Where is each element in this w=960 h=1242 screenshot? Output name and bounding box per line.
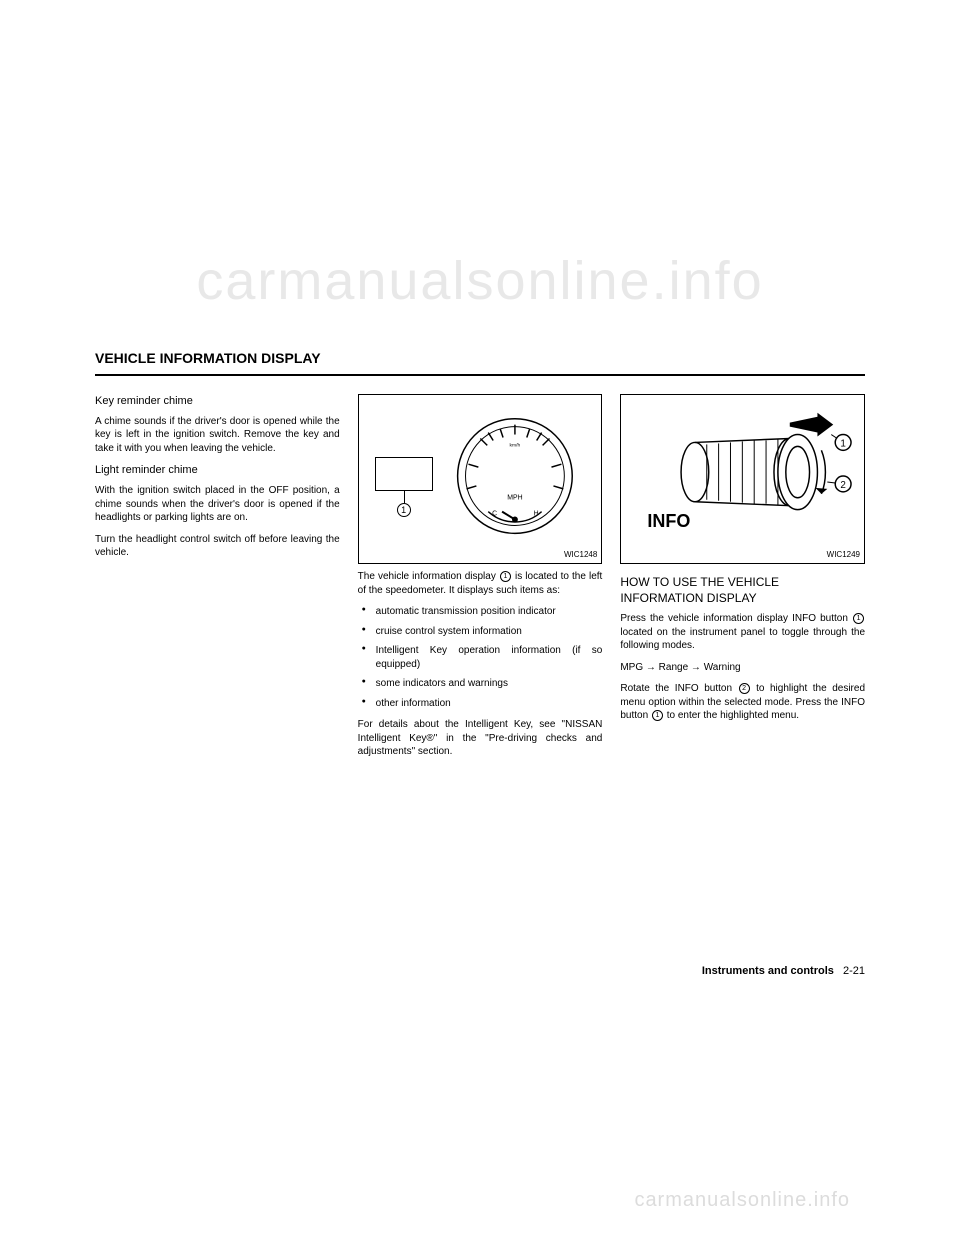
figure-caption-2: WIC1249 — [827, 550, 860, 561]
watermark-top: carmanualsonline.info — [0, 250, 960, 312]
column-1: Key reminder chime A chime sounds if the… — [95, 394, 340, 767]
page-footer: Instruments and controls 2-21 — [702, 965, 865, 977]
heading-light-chime: Light reminder chime — [95, 463, 340, 478]
list-item: other information — [358, 697, 603, 711]
para-display-outro: For details about the Intelligent Key, s… — [358, 718, 603, 759]
page-content: VEHICLE INFORMATION DISPLAY Key reminder… — [95, 350, 865, 767]
figure-caption-1: WIC1248 — [564, 550, 597, 561]
para-light-chime-1: With the ignition switch placed in the O… — [95, 484, 340, 525]
heading-key-chime: Key reminder chime — [95, 394, 340, 409]
para-howto-3: Rotate the INFO button 2 to highlight th… — [620, 682, 865, 723]
list-item: cruise control system information — [358, 625, 603, 639]
column-2: km/h MPH C H 1 WIC1248 The ve — [358, 394, 603, 767]
columns: Key reminder chime A chime sounds if the… — [95, 394, 865, 767]
list-item: Intelligent Key operation information (i… — [358, 644, 603, 671]
p3c: to enter the highlighted menu. — [664, 710, 799, 721]
figure-knob: 1 2 INFO WIC1249 — [620, 394, 865, 564]
svg-text:MPH: MPH — [507, 495, 522, 502]
callout-lead — [404, 491, 405, 503]
footer-page: 2-21 — [843, 965, 865, 977]
p1a: Press the vehicle information display IN… — [620, 613, 852, 624]
knob-svg: 1 2 — [621, 395, 864, 563]
info-display-rect — [375, 457, 433, 491]
para-key-chime: A chime sounds if the driver's door is o… — [95, 415, 340, 456]
para-howto-1: Press the vehicle information display IN… — [620, 612, 865, 653]
svg-text:C: C — [492, 511, 497, 518]
list-item: automatic transmission position indicato… — [358, 605, 603, 619]
para-howto-2: MPG → Range → Warning — [620, 661, 865, 675]
footer-section: Instruments and controls — [702, 965, 834, 977]
circled-1-icon: 1 — [853, 613, 864, 624]
para-display-intro: The vehicle information display 1 is loc… — [358, 570, 603, 597]
figure-gauge: km/h MPH C H 1 WIC1248 — [358, 394, 603, 564]
bullet-list: automatic transmission position indicato… — [358, 605, 603, 710]
circled-1-icon: 1 — [652, 710, 663, 721]
callout-1-icon: 1 — [397, 503, 411, 517]
p1b: located on the instrument panel to toggl… — [620, 627, 865, 652]
svg-text:H: H — [533, 511, 538, 518]
svg-text:1: 1 — [841, 438, 847, 449]
section-header: VEHICLE INFORMATION DISPLAY — [95, 350, 865, 366]
column-3: 1 2 INFO WIC1249 HOW TO USE THE VEHICLE … — [620, 394, 865, 767]
circled-2-icon: 2 — [739, 683, 750, 694]
circled-1-icon: 1 — [500, 571, 511, 582]
svg-text:2: 2 — [841, 480, 847, 491]
heading-howto: HOW TO USE THE VEHICLE INFORMATION DISPL… — [620, 574, 865, 606]
info-label: INFO — [647, 509, 690, 533]
svg-text:km/h: km/h — [509, 442, 520, 448]
watermark-bottom: carmanualsonline.info — [634, 1189, 850, 1212]
list-item: some indicators and warnings — [358, 677, 603, 691]
header-rule — [95, 374, 865, 376]
intro-text-a: The vehicle information display — [358, 571, 499, 582]
para-light-chime-2: Turn the headlight control switch off be… — [95, 533, 340, 560]
p3a: Rotate the INFO button — [620, 683, 737, 694]
